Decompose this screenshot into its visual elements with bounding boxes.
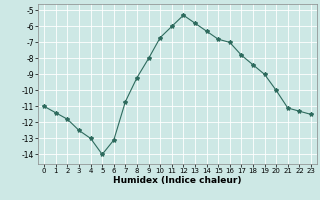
- X-axis label: Humidex (Indice chaleur): Humidex (Indice chaleur): [113, 176, 242, 185]
